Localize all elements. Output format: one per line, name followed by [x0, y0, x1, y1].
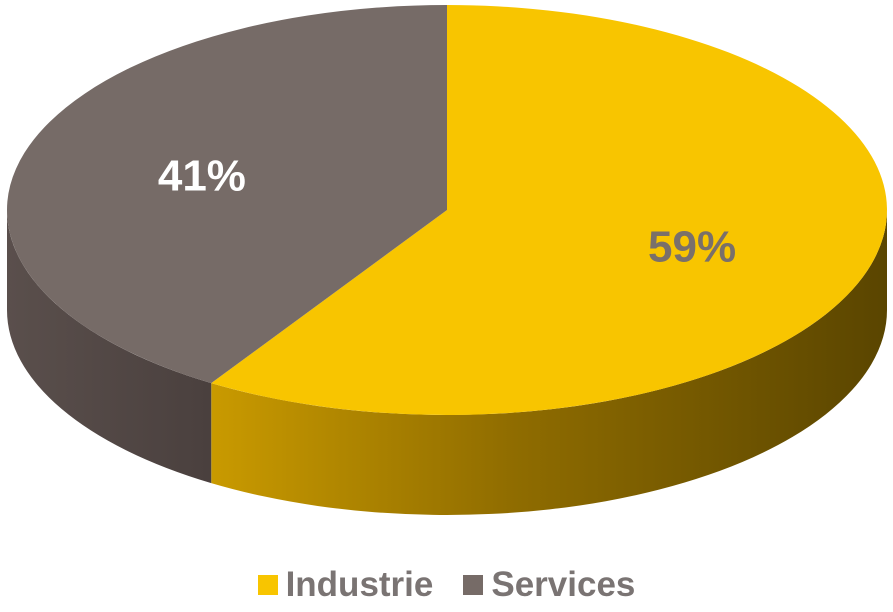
legend-label-industrie: Industrie [285, 565, 434, 604]
legend: Industrie Services [0, 562, 893, 608]
legend-item-industrie: Industrie [257, 565, 434, 605]
legend-label-services: Services [491, 565, 636, 604]
pie-side-services [7, 210, 212, 484]
pie-side-industrie [211, 210, 888, 516]
legend-swatch-services [463, 575, 484, 595]
pie-slice-services [6, 5, 447, 384]
pie-chart: 59% 41% [6, 5, 888, 516]
data-label-industrie: 59% [648, 223, 736, 272]
data-label-services: 41% [158, 152, 246, 201]
pie-slice-industrie [211, 5, 887, 415]
legend-swatch-industrie [257, 575, 278, 595]
legend-item-services: Services [463, 565, 635, 605]
